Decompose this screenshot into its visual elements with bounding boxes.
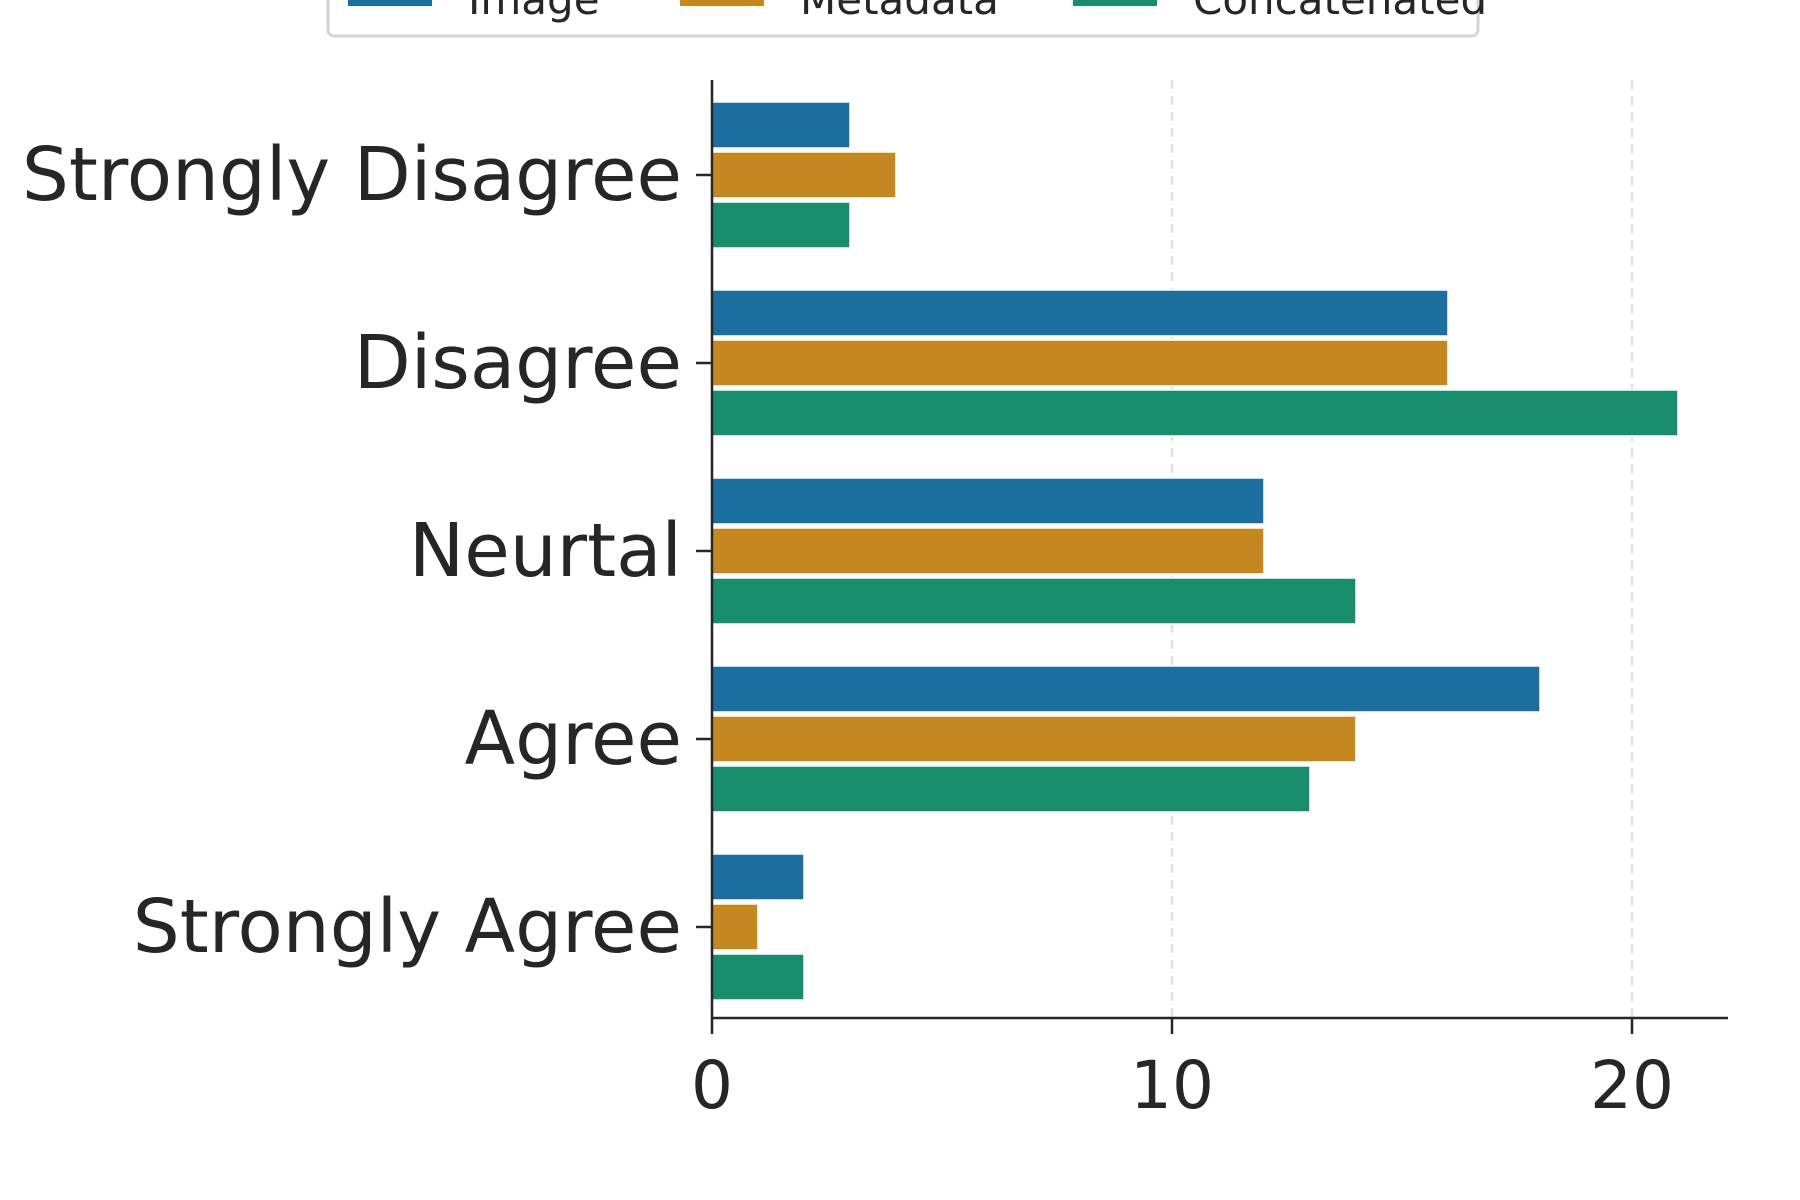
bar-metadata-1 [711,339,1449,387]
y-ticks: Strongly Disagree Disagree Neurtal Agree Str… [22,132,712,970]
axes [710,80,1728,1020]
bar-image-3 [711,665,1541,713]
bar-image-2 [711,477,1265,525]
bar-concatenated-4 [711,953,805,1001]
legend-label-concatenated: Concatenated [1193,0,1487,24]
legend: Image Metadata Concatenated [326,0,1487,38]
bar-image-1 [711,289,1449,337]
bar-image-4 [711,853,805,901]
y-tick-label: Agree [465,696,682,782]
legend-swatch-metadata [680,0,764,6]
y-tick-label: Strongly Agree [133,884,682,970]
x-ticks: 0 10 20 [691,1018,1674,1124]
bar-image-0 [711,101,851,149]
legend-box [326,0,1480,38]
bar-metadata-2 [711,527,1265,575]
legend-label-image: Image [468,0,600,24]
y-tick-label: Neurtal [409,508,682,594]
legend-label-metadata: Metadata [800,0,999,24]
y-tick-label: Strongly Disagree [22,132,682,218]
bar-metadata-0 [711,151,897,199]
x-tick-label: 20 [1590,1047,1674,1124]
bar-metadata-4 [711,903,759,951]
legend-swatch-concatenated [1073,0,1157,6]
bars [711,101,1679,1001]
bar-concatenated-2 [711,577,1357,625]
bar-concatenated-3 [711,765,1311,813]
x-tick-label: 0 [691,1047,733,1124]
bar-concatenated-0 [711,201,851,249]
x-tick-label: 10 [1130,1047,1214,1124]
y-tick-label: Disagree [354,320,682,406]
legend-swatch-image [348,0,432,6]
bar-metadata-3 [711,715,1357,763]
bar-concatenated-1 [711,389,1679,437]
